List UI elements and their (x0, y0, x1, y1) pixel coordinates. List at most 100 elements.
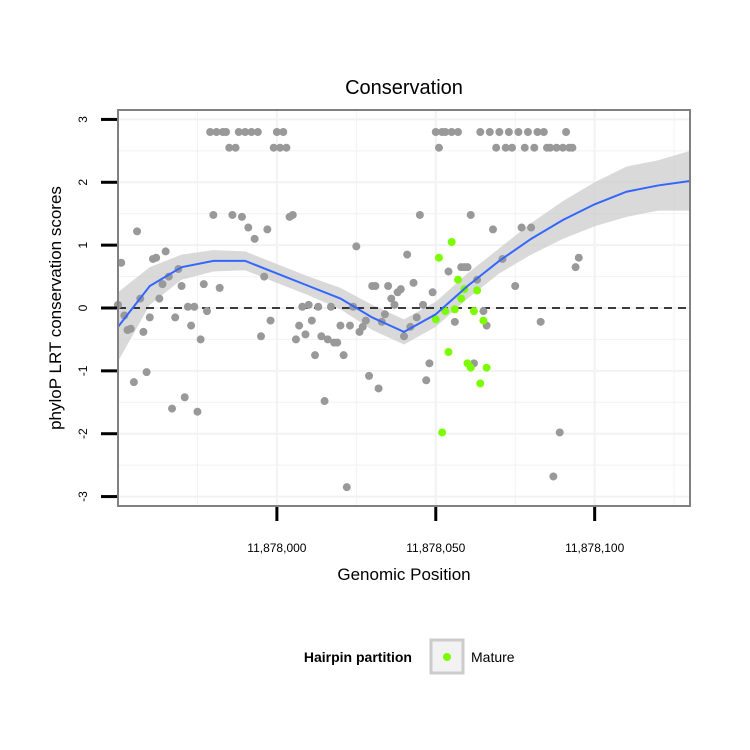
other-point (336, 321, 345, 330)
other-point (504, 128, 513, 136)
other-point (523, 128, 532, 136)
mature-point (447, 238, 456, 246)
other-point (320, 397, 329, 406)
smooth-curve (117, 180, 691, 334)
other-point (384, 282, 393, 290)
other-point (425, 359, 434, 368)
other-point (298, 302, 307, 311)
other-point (168, 404, 177, 413)
other-point (400, 332, 408, 341)
plot-border (117, 109, 691, 507)
other-point (539, 128, 548, 136)
other-point (209, 210, 218, 219)
other-point (206, 128, 215, 136)
other-point (257, 332, 265, 341)
other-point (158, 280, 167, 289)
other-point (202, 307, 211, 316)
other-point (549, 472, 558, 481)
other-point (117, 258, 126, 267)
other-point (196, 335, 205, 344)
other-point (129, 378, 138, 387)
other-point (520, 143, 529, 152)
other-point (562, 128, 571, 136)
other-point (190, 302, 199, 311)
y-tick-label: 0 (76, 304, 90, 311)
other-point (403, 250, 412, 259)
other-point (183, 302, 192, 311)
other-point (387, 294, 396, 303)
other-point (241, 128, 250, 136)
x-tick-label: 11,878,000 (247, 541, 306, 555)
mature-point (466, 363, 475, 372)
other-point (253, 128, 262, 136)
other-point (282, 143, 291, 152)
other-point (431, 128, 440, 136)
other-point (180, 393, 189, 402)
other-point (508, 143, 517, 152)
mature-point (438, 428, 447, 437)
other-point (396, 285, 405, 294)
other-point (422, 376, 431, 385)
other-point (199, 280, 208, 289)
other-point (492, 143, 501, 152)
y-tick-label: -3 (76, 491, 90, 502)
other-point (339, 351, 348, 360)
other-point (476, 128, 485, 136)
smooth-confidence-band (118, 150, 690, 362)
mature-point (476, 379, 485, 388)
other-point (161, 247, 170, 256)
other-point (155, 294, 164, 303)
other-point (358, 322, 367, 331)
y-tick-label: 2 (76, 179, 90, 186)
other-point (380, 310, 389, 319)
other-point (501, 143, 510, 152)
other-point (276, 143, 285, 152)
mature-point (434, 253, 443, 262)
mature-point (431, 315, 440, 324)
y-tick-label: 3 (76, 116, 90, 123)
other-point (409, 278, 418, 287)
other-point (317, 332, 326, 341)
other-point (177, 282, 186, 290)
mature-point (444, 348, 453, 356)
other-point (301, 330, 310, 339)
other-point (552, 143, 561, 152)
other-point (333, 338, 342, 347)
other-point (212, 128, 221, 136)
other-point (568, 143, 577, 152)
other-point (269, 143, 278, 152)
other-point (454, 128, 463, 136)
mature-point (473, 286, 482, 295)
other-point (234, 128, 243, 136)
other-point (412, 313, 421, 322)
x-axis: 11,878,000 11,878,050 11,878,100 (247, 507, 625, 555)
x-axis-label: Genomic Position (337, 565, 470, 584)
data-points (114, 128, 583, 492)
other-point (247, 128, 256, 136)
other-point (441, 128, 450, 136)
smooth-line (117, 180, 691, 334)
other-point (419, 300, 428, 309)
other-point (126, 324, 135, 333)
other-point (371, 282, 380, 290)
y-axis-label: phyloP LRT conservation scores (46, 186, 65, 430)
other-point (272, 128, 281, 136)
y-axis: -3 -2 -1 0 1 2 3 (76, 116, 117, 502)
other-point (488, 225, 497, 234)
other-point (450, 317, 459, 326)
other-point (244, 223, 253, 232)
y-tick-label: 1 (76, 241, 90, 248)
legend-mature-label: Mature (471, 649, 515, 665)
other-point (546, 143, 555, 152)
confidence-band (118, 150, 690, 362)
other-point (288, 210, 297, 219)
other-point (352, 242, 361, 251)
other-point (231, 143, 240, 152)
other-point (133, 227, 142, 236)
other-point (263, 225, 272, 234)
other-point (415, 210, 424, 219)
other-point (295, 321, 304, 330)
other-point (215, 283, 224, 292)
other-point (187, 321, 196, 330)
other-point (142, 368, 151, 377)
